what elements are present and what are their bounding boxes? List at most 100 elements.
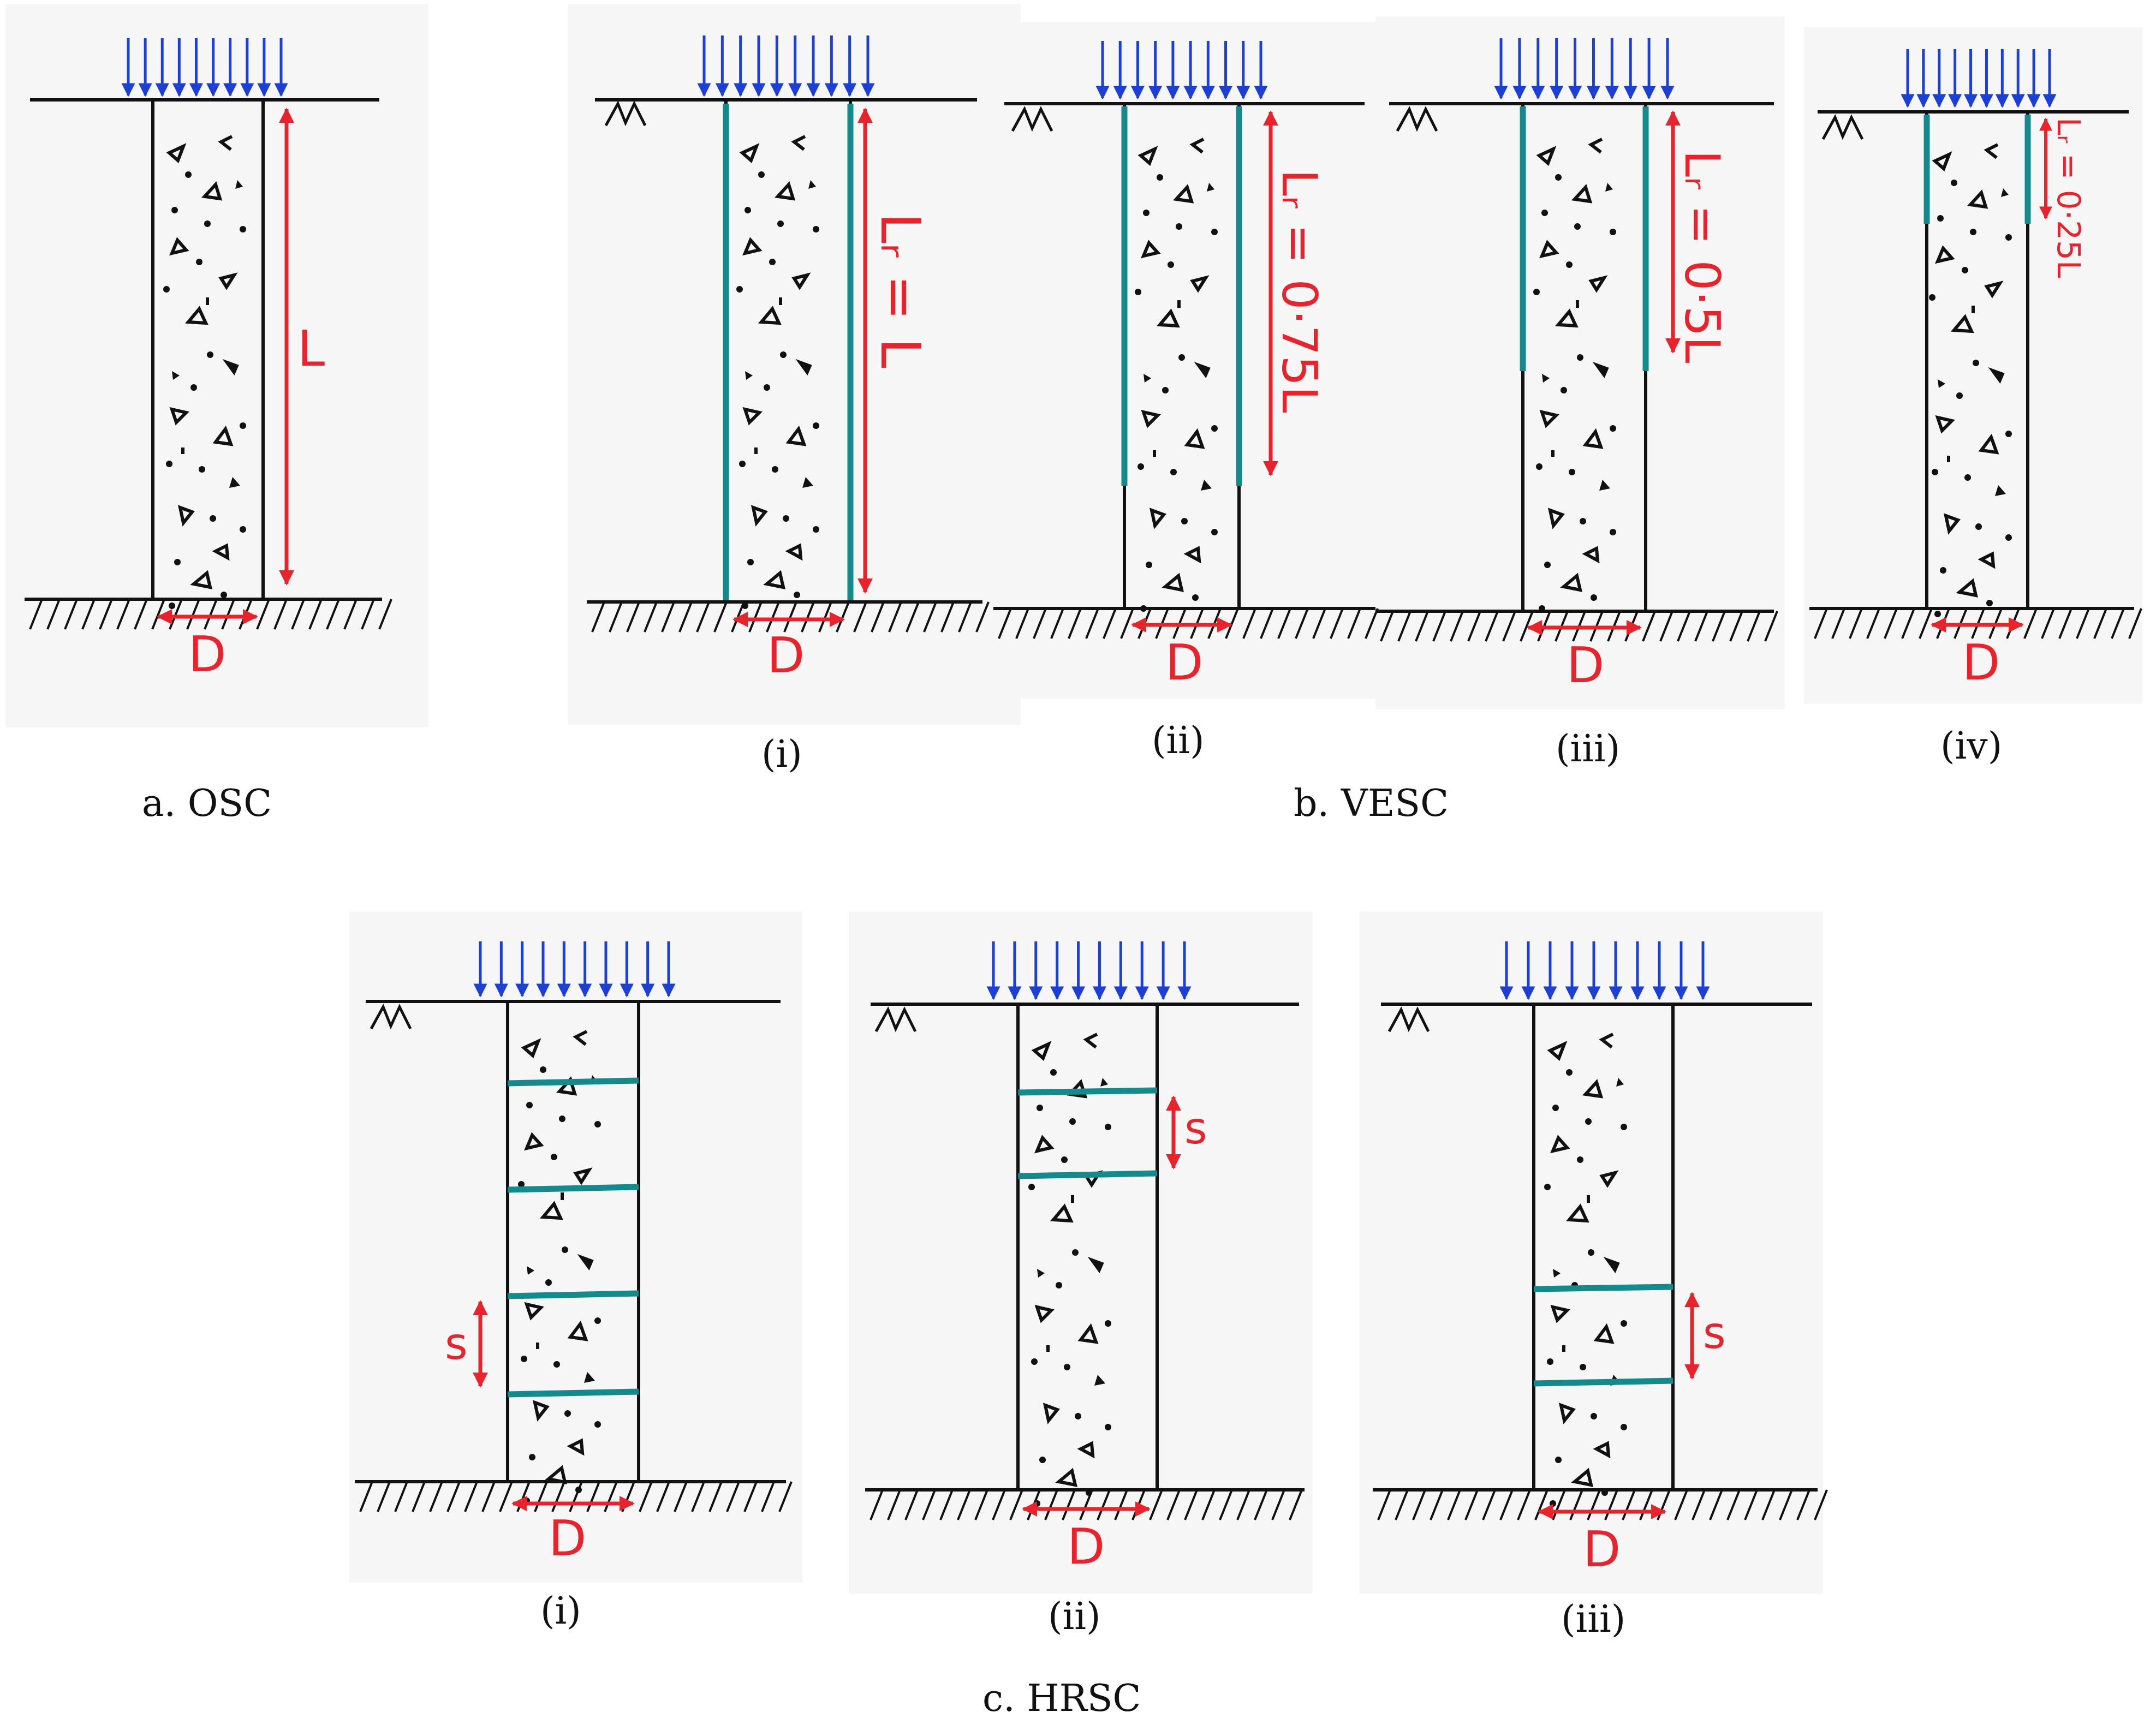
hatch-mark — [1033, 608, 1047, 639]
soil-symbol-icon — [1396, 106, 1438, 132]
hatch-mark — [2076, 608, 2090, 639]
load-arrows — [986, 941, 1192, 1000]
hatch-mark — [2111, 608, 2125, 639]
firm-stratum — [1375, 610, 1778, 642]
diameter-label: D — [1962, 634, 2000, 691]
horizontal-reinforcement-disc — [507, 1290, 639, 1299]
hatch-mark — [1517, 1489, 1531, 1520]
caption-osc: a. OSC — [142, 782, 272, 825]
hatch-mark — [1103, 608, 1117, 639]
hatch-mark — [377, 1481, 391, 1512]
encasement-length-label: Lᵣ = 0·25L — [2050, 117, 2087, 278]
caption-hrsc: c. HRSC — [982, 1677, 1141, 1720]
hatch-mark — [1242, 608, 1256, 639]
soil-symbol-icon — [604, 100, 647, 127]
hatch-mark — [46, 599, 61, 630]
hatch-mark — [1068, 608, 1082, 639]
hatch-mark — [464, 1481, 478, 1512]
hatch-mark — [639, 1481, 653, 1512]
diameter-label: D — [1165, 634, 1203, 691]
hatch-mark — [134, 599, 148, 630]
hatch-mark — [2023, 608, 2038, 639]
hatch-mark — [1447, 1489, 1461, 1520]
hatch-mark — [99, 599, 113, 630]
hatch-mark — [708, 1481, 723, 1512]
soil-symbol-icon — [370, 1004, 412, 1030]
panel-hrsc-iii: s D (iii) — [1373, 941, 1828, 1641]
hatch-mark — [1377, 1489, 1391, 1520]
hatch-mark — [726, 1481, 740, 1512]
hatch-mark — [1380, 611, 1394, 642]
hatch-mark — [1884, 608, 1898, 639]
panel-vesc-iii: Lᵣ = 0·5L D (iii) — [1375, 38, 1778, 771]
hatch-mark — [1260, 608, 1274, 639]
panel-osc: L D a. OSC — [25, 38, 392, 825]
hatch-mark — [378, 599, 392, 630]
hatch-mark — [957, 1489, 971, 1520]
hatch-mark — [1849, 608, 1863, 639]
load-arrows — [1499, 941, 1710, 1000]
hatch-mark — [661, 601, 675, 633]
hatch-mark — [904, 1489, 919, 1520]
hatch-mark — [743, 1481, 758, 1512]
firm-stratum — [587, 600, 990, 633]
hatch-mark — [1184, 1489, 1198, 1520]
panel-vesc-i: Lᵣ = L D (i) — [587, 35, 990, 776]
diameter-label: D — [1567, 637, 1604, 694]
soil-symbol-icon — [1821, 114, 1864, 140]
panel-bg-vesc-i — [568, 4, 1021, 725]
hatch-mark — [1764, 611, 1778, 642]
soil-symbol-icon — [1011, 106, 1053, 132]
hatch-mark — [29, 599, 43, 630]
hatch-mark — [922, 1489, 936, 1520]
hatch-mark — [1432, 611, 1446, 642]
diameter-label: D — [549, 1510, 586, 1567]
hatch-mark — [412, 1481, 426, 1512]
panel-hrsc-ii: s D (ii) — [865, 941, 1305, 1638]
soil-symbol-icon — [1387, 1006, 1430, 1033]
hatch-mark — [1347, 608, 1361, 639]
hatch-mark — [1015, 608, 1029, 639]
horizontal-reinforcement-disc — [507, 1077, 639, 1087]
hatch-mark — [1050, 608, 1064, 639]
hatch-mark — [591, 601, 605, 633]
hatch-mark — [958, 601, 972, 633]
hatch-mark — [853, 601, 867, 633]
load-arrows — [1901, 49, 2057, 108]
hatch-mark — [446, 1481, 461, 1512]
panel-bg-hrsc-ii — [849, 911, 1313, 1594]
hatch-mark — [1712, 611, 1726, 642]
hatch-mark — [256, 599, 270, 630]
hatch-mark — [1295, 608, 1309, 639]
encasement-length-label: Lᵣ = 0·75L — [1271, 169, 1327, 413]
diameter-label: D — [1583, 1521, 1621, 1578]
horizontal-reinforcement-disc — [1533, 1377, 1673, 1387]
horizontal-reinforcement-disc — [1533, 1284, 1673, 1292]
hatch-mark — [1289, 1489, 1303, 1520]
hatch-mark — [887, 1489, 901, 1520]
hatch-mark — [499, 1481, 513, 1512]
diameter-label: D — [188, 626, 226, 683]
hatch-mark — [1201, 1489, 1216, 1520]
panel-vesc-iv: Lᵣ = 0·25L D (iv) — [1809, 49, 2142, 768]
numeral-hrsc-i: (i) — [540, 1590, 581, 1633]
hatch-mark — [1120, 608, 1134, 639]
hatch-mark — [1330, 608, 1344, 639]
hatch-mark — [974, 1489, 988, 1520]
spacing-label: s — [445, 1319, 468, 1369]
hatch-mark — [1659, 611, 1673, 642]
hatch-mark — [998, 608, 1012, 639]
spacing-label: s — [1184, 1103, 1207, 1154]
panel-bg-vesc-ii — [991, 22, 1389, 699]
numeral-vesc-i: (i) — [761, 733, 802, 776]
hatch-mark — [1796, 1489, 1810, 1520]
hatch-mark — [343, 599, 358, 630]
numeral-vesc-iv: (iv) — [1940, 725, 2002, 768]
hatch-mark — [64, 599, 78, 630]
hatch-mark — [869, 1489, 884, 1520]
numeral-hrsc-iii: (iii) — [1561, 1598, 1625, 1641]
hatch-mark — [1149, 1489, 1163, 1520]
panel-bg-osc — [5, 4, 428, 727]
hatch-mark — [1744, 1489, 1758, 1520]
panel-bg-hrsc-i — [349, 911, 802, 1583]
